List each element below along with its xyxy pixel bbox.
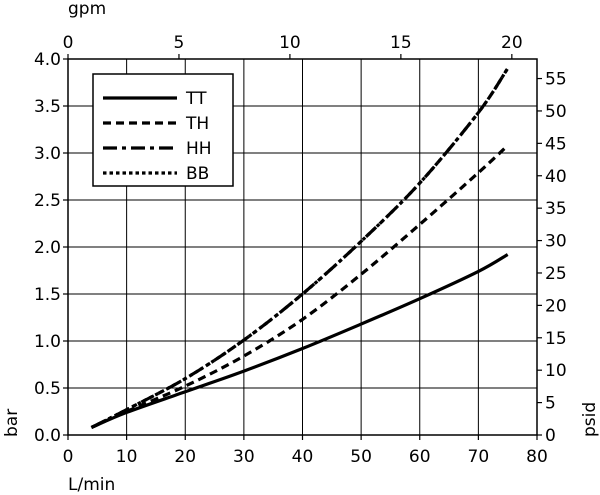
y-tick-label: 2.5: [34, 191, 61, 211]
y-tick-label: 2.0: [34, 238, 61, 258]
x-top-tick-label: 15: [390, 33, 412, 53]
y-right-tick-label: 20: [545, 296, 567, 316]
legend: TT TH HH BB: [92, 73, 234, 187]
x-tick-label: 30: [233, 447, 255, 467]
y-right-axis-label: psid: [580, 402, 600, 437]
y-tick-label: 0.5: [34, 379, 61, 399]
series-line-tt: [90, 253, 509, 429]
x-tick-label: 40: [292, 447, 314, 467]
ticks: 0 10 20 30 40 50 60 70 800.00.51.01.52.02.53.03.…: [34, 33, 567, 467]
y-tick-label: 1.0: [34, 332, 61, 352]
y-right-tick-label: 15: [545, 329, 567, 349]
y-tick-label: 1.5: [34, 285, 61, 305]
y-tick-label: 4.0: [34, 50, 61, 70]
legend-label-th: TH: [185, 114, 209, 134]
x-tick-label: 10: [116, 447, 138, 467]
y-right-tick-label: 55: [545, 70, 567, 90]
x-tick-label: 50: [350, 447, 372, 467]
y-tick-label: 3.0: [34, 144, 61, 164]
series-line-th: [90, 144, 509, 429]
x-tick-label: 0: [63, 447, 74, 467]
y-tick-label: 0.0: [34, 426, 61, 446]
legend-label-hh: HH: [186, 139, 212, 159]
series-line-hh: [90, 67, 510, 429]
x-top-axis-label: gpm: [68, 0, 106, 19]
series-lines: [90, 67, 510, 429]
y-right-tick-label: 35: [545, 199, 567, 219]
y-tick-label: 3.5: [34, 97, 61, 117]
y-right-tick-label: 10: [545, 361, 567, 381]
y-right-tick-label: 50: [545, 102, 567, 122]
x-top-tick-label: 5: [174, 33, 185, 53]
legend-box: [92, 73, 234, 187]
x-top-tick-label: 10: [279, 33, 301, 53]
x-tick-label: 70: [468, 447, 490, 467]
x-tick-label: 80: [526, 447, 548, 467]
x-axis-label: L/min: [68, 475, 115, 495]
y-axis-label: bar: [2, 409, 22, 437]
legend-label-bb: BB: [186, 164, 209, 184]
x-tick-label: 20: [174, 447, 196, 467]
y-right-tick-label: 25: [545, 264, 567, 284]
y-right-tick-label: 0: [545, 426, 556, 446]
y-right-tick-label: 45: [545, 134, 567, 154]
x-top-tick-label: 0: [63, 33, 74, 53]
y-right-tick-label: 30: [545, 232, 567, 252]
y-right-tick-label: 40: [545, 167, 567, 187]
y-right-tick-label: 5: [545, 394, 556, 414]
x-top-tick-label: 20: [501, 33, 523, 53]
legend-label-tt: TT: [185, 89, 207, 109]
x-tick-label: 60: [409, 447, 431, 467]
